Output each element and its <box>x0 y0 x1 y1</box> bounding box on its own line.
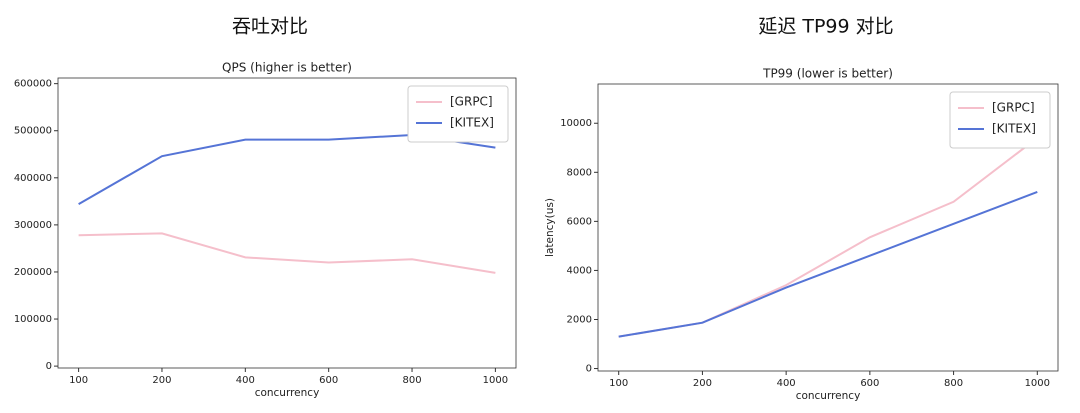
legend-box <box>407 85 509 143</box>
y-tick-label: 10000 <box>560 118 592 129</box>
y-tick-label: 0 <box>46 361 52 372</box>
x-tick-label: 100 <box>69 375 88 386</box>
chart-title: TP99 (lower is better) <box>762 67 893 81</box>
x-axis-label: concurrency <box>255 387 320 399</box>
y-axis-label: latency(us) <box>544 198 556 257</box>
legend-label: [KITEX] <box>450 116 494 130</box>
plot-frame <box>597 83 1059 372</box>
series-line <box>618 137 1038 338</box>
x-tick-label: 200 <box>693 378 712 389</box>
y-tick-label: 200000 <box>14 267 52 278</box>
y-tick-label: 2000 <box>567 314 592 325</box>
x-tick-label: 100 <box>609 378 628 389</box>
x-tick-label: 800 <box>944 378 963 389</box>
y-tick-label: 0 <box>586 364 592 375</box>
section-heading: 延迟 TP99 对比 <box>758 16 893 38</box>
section-heading: 吞吐对比 <box>232 16 308 38</box>
x-axis-label: concurrency <box>796 390 861 402</box>
y-tick-label: 500000 <box>14 126 52 137</box>
x-tick-label: 1000 <box>1025 378 1050 389</box>
x-tick-label: 200 <box>152 375 171 386</box>
series-line <box>78 133 496 206</box>
plot-frame <box>57 77 517 369</box>
series-line <box>618 190 1038 338</box>
x-tick-label: 800 <box>402 375 421 386</box>
x-tick-label: 600 <box>860 378 879 389</box>
y-tick-label: 600000 <box>14 79 52 90</box>
legend-label: [KITEX] <box>992 122 1036 136</box>
legend-label: [GRPC] <box>450 95 493 109</box>
y-tick-label: 300000 <box>14 220 52 231</box>
legend-label: [GRPC] <box>992 101 1035 115</box>
legend-box <box>949 91 1051 149</box>
x-tick-label: 400 <box>777 378 796 389</box>
y-tick-label: 4000 <box>567 265 592 276</box>
x-tick-label: 1000 <box>483 375 508 386</box>
series-line <box>78 232 496 274</box>
y-tick-label: 8000 <box>567 167 592 178</box>
y-tick-label: 100000 <box>14 314 52 325</box>
y-tick-label: 6000 <box>567 216 592 227</box>
x-tick-label: 600 <box>319 375 338 386</box>
chart-title: QPS (higher is better) <box>222 61 352 75</box>
x-tick-label: 400 <box>236 375 255 386</box>
y-tick-label: 400000 <box>14 173 52 184</box>
